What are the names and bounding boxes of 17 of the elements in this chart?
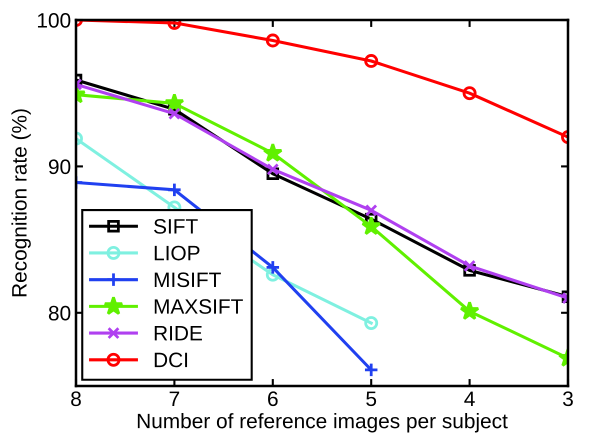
y-tick-label: 90 — [48, 159, 70, 174]
legend-label: SIFT — [154, 218, 198, 234]
legend-label: RIDE — [154, 326, 202, 340]
legend-label: MISIFT — [154, 272, 221, 288]
x-tick-label: 5 — [366, 392, 376, 406]
x-tick-label: 8 — [71, 391, 81, 406]
y-axis-title: Recognition rate (%) — [11, 109, 31, 296]
x-tick-label: 4 — [464, 392, 475, 406]
x-axis-title: Number of reference images per subject — [138, 413, 508, 432]
legend-label: MAXSIFT — [154, 299, 243, 314]
legend-label: LIOP — [154, 246, 200, 260]
legend-label: DCI — [154, 352, 188, 368]
x-tick-label: 6 — [268, 391, 278, 406]
y-tick-label: 80 — [48, 306, 70, 321]
x-tick-label: 7 — [170, 392, 180, 406]
y-tick-label: 100 — [38, 13, 70, 28]
x-tick-label: 3 — [563, 391, 573, 406]
